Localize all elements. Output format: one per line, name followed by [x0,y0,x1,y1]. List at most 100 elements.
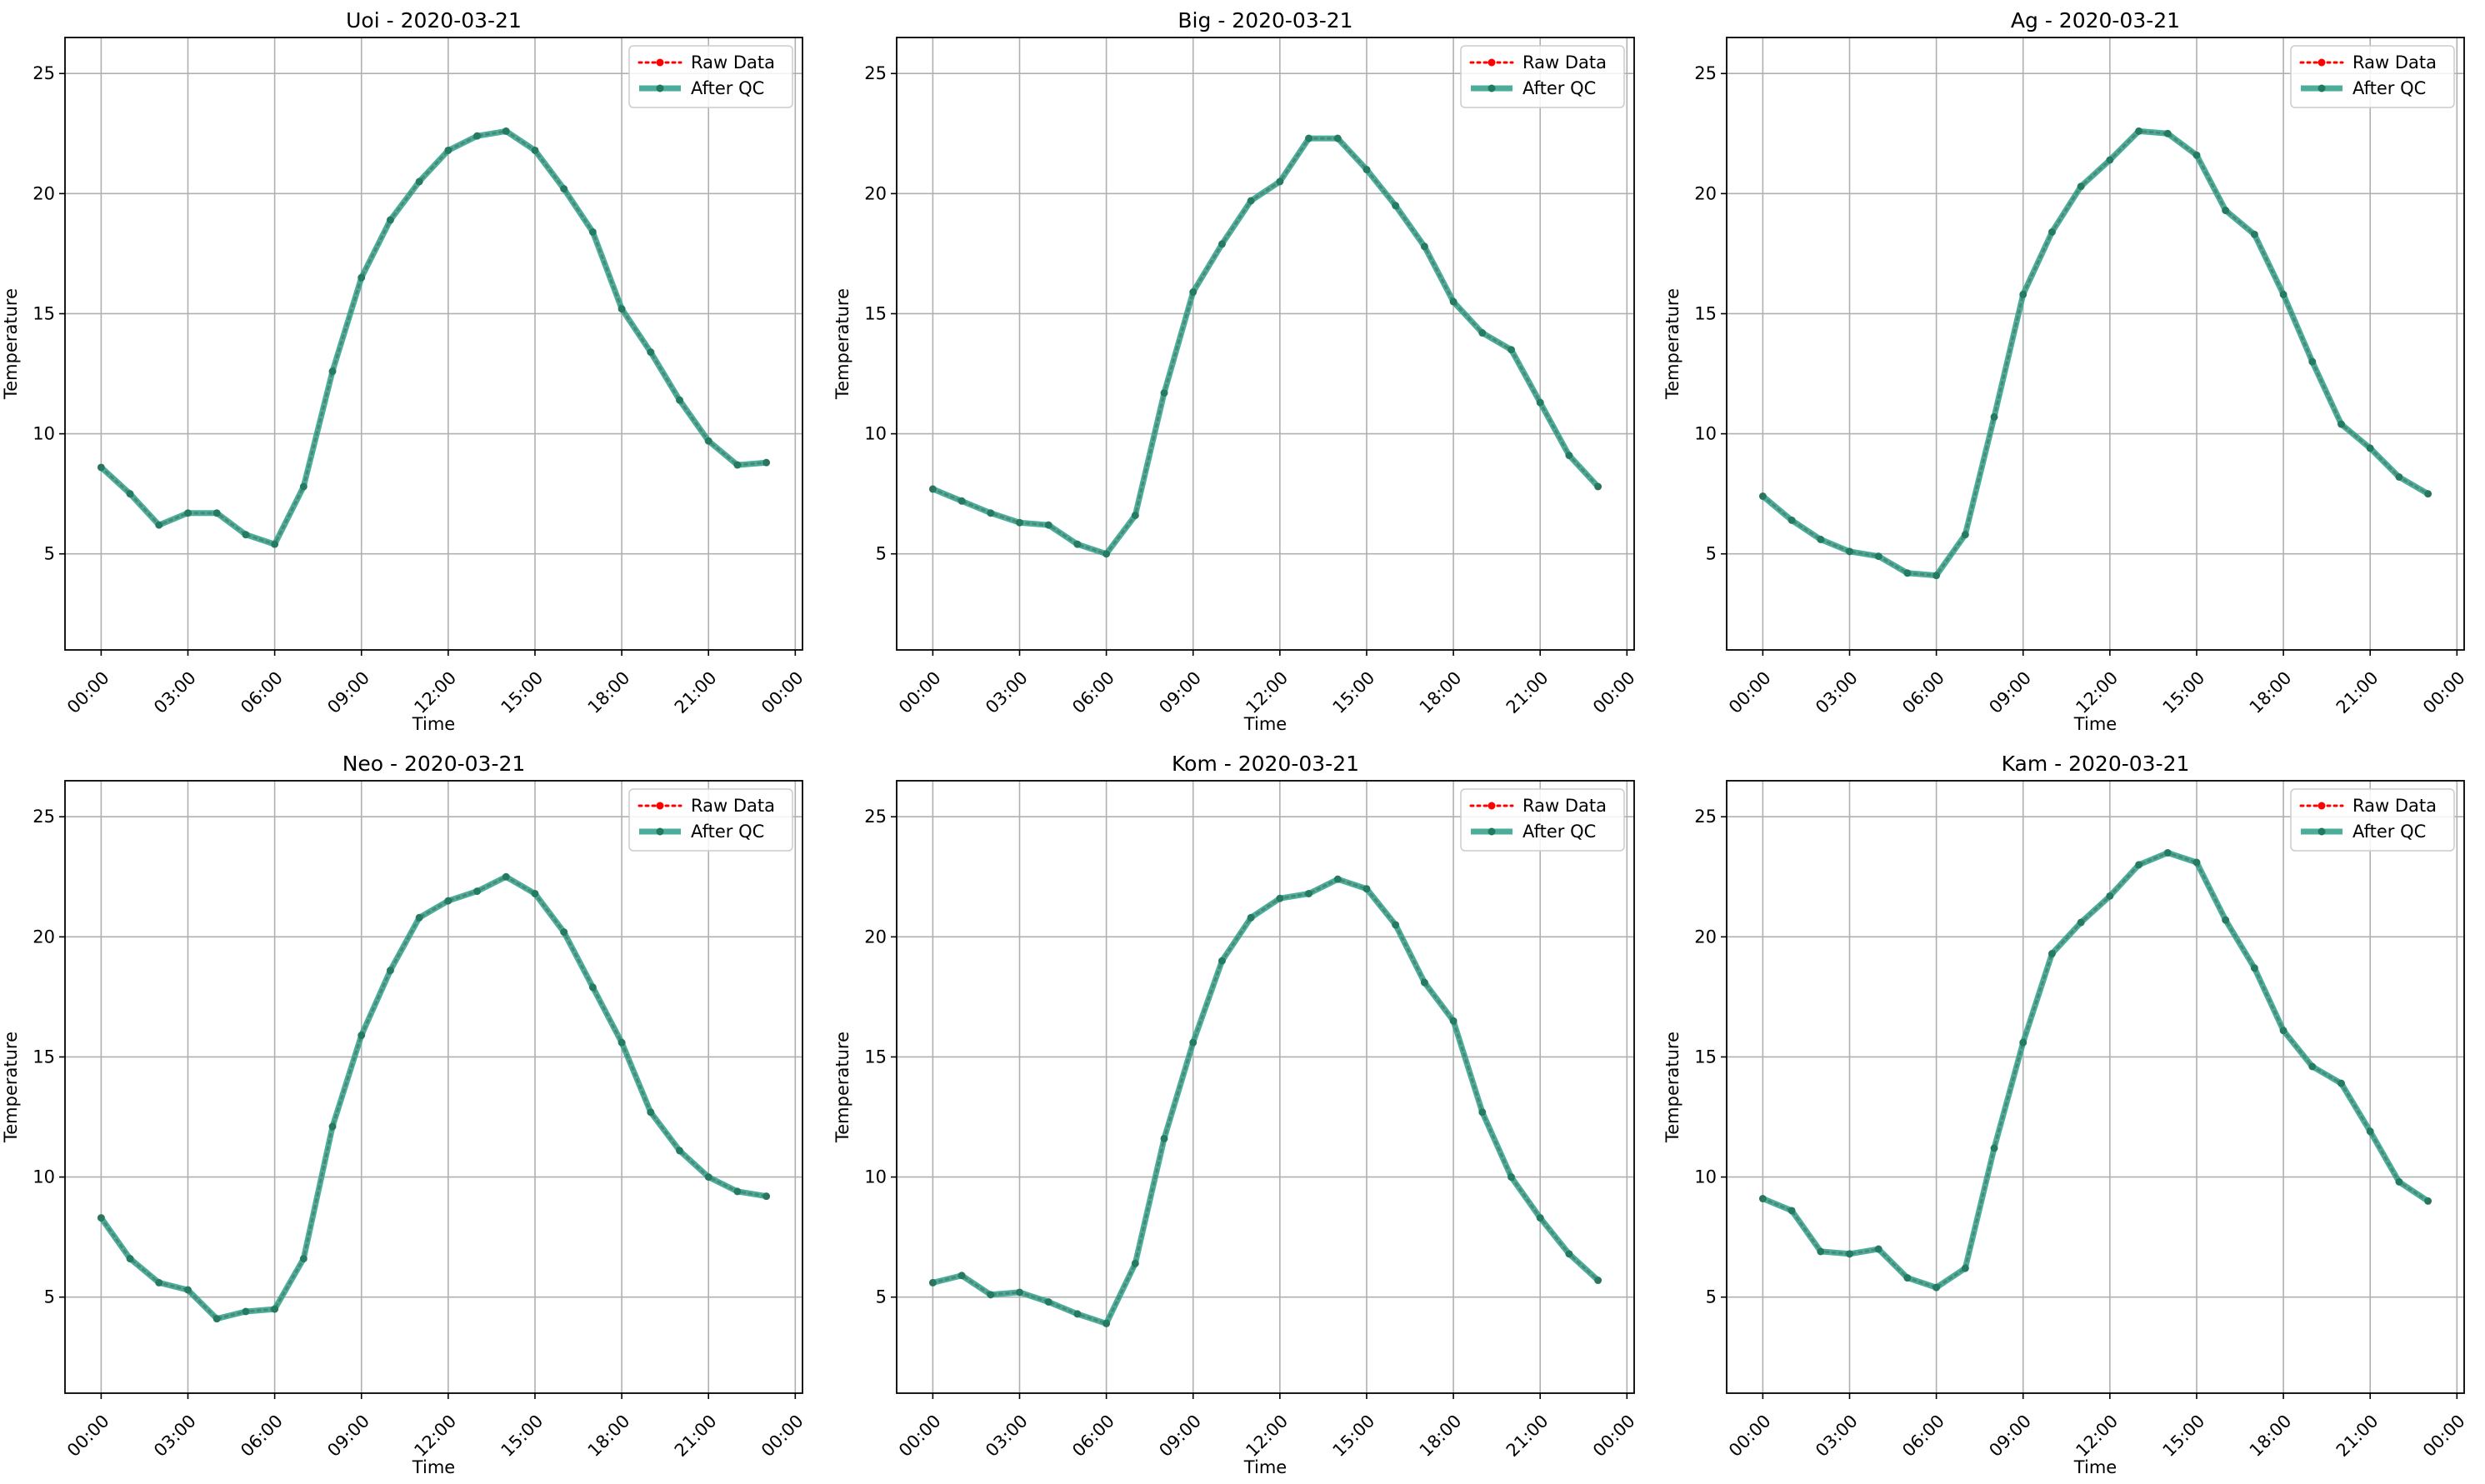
legend-label: After QC [691,78,764,98]
data-point [1102,1319,1111,1327]
series-line [99,127,767,547]
data-point [1073,540,1082,548]
data-point [1990,1144,1998,1152]
data-point [676,396,683,404]
y-axis-label: Temperature [1,288,21,400]
data-point [1478,1108,1487,1117]
y-tick-label: 5 [876,544,887,564]
y-tick-label: 10 [1694,424,1717,444]
data-point [958,497,966,505]
data-point [928,485,937,493]
data-point [271,540,279,548]
y-axis-label: Temperature [1662,1032,1682,1143]
chart-panel-3: 00:00 03:00 06:00 09:00 12:00 15:00 18:00 21:00… [1662,8,2469,734]
legend-label: After QC [1522,822,1596,842]
y-tick-label: 15 [864,1047,887,1067]
data-point [2019,1038,2028,1047]
data-point [1044,521,1052,529]
data-point [2250,964,2258,972]
legend-marker-after-qc [656,827,664,836]
data-point [1846,547,1853,556]
legend-label: After QC [2352,78,2426,98]
chart-title: Ag - 2020-03-21 [2011,8,2180,32]
data-point [1961,1264,1969,1272]
chart-panel-2: 00:00 03:00 06:00 09:00 12:00 15:00 18:00 21:00… [832,8,1639,734]
data-point [271,1305,279,1313]
data-point [1073,1310,1082,1318]
y-tick-label: 5 [1706,544,1717,564]
data-point [2395,1177,2403,1186]
data-point [1247,913,1255,922]
data-point [987,1291,995,1299]
plot-area [1727,781,2464,1393]
x-axis-label: Time [1243,714,1287,734]
data-point [473,887,482,896]
data-point [1449,1017,1458,1025]
data-point [1276,177,1284,186]
data-point [155,1278,163,1287]
data-point [2395,472,2403,481]
data-point [2250,230,2258,238]
data-point [386,216,394,224]
data-point [2366,1127,2374,1136]
data-point [762,458,771,467]
data-point [1758,1195,1767,1203]
data-point [2338,1079,2345,1087]
data-point [2077,918,2085,927]
y-tick-label: 25 [1694,807,1717,827]
data-point [618,1038,626,1047]
data-point [2106,156,2114,164]
plot-frame [896,780,1635,1394]
data-point [618,305,626,313]
chart-panel-6: 00:00 03:00 06:00 09:00 12:00 15:00 18:00 21:00… [1662,752,2469,1477]
legend-box [1460,788,1625,852]
series-line [1761,127,2430,579]
data-point [242,531,250,539]
series-line [932,135,1601,557]
data-point [588,227,597,236]
y-tick-label: 5 [1706,1287,1717,1307]
data-point [2192,858,2201,867]
series-after-qc [97,872,771,1323]
x-axis-label: Time [2073,714,2117,734]
y-axis-label: Temperature [1,1032,21,1143]
y-tick-label: 20 [1694,927,1717,947]
data-point [2048,950,2056,958]
data-point [1508,1173,1515,1182]
chart-title: Big - 2020-03-21 [1178,8,1352,32]
y-tick-label: 10 [864,1167,887,1187]
data-point [987,509,995,517]
data-point [1333,134,1342,142]
data-point [444,897,452,905]
data-point [1392,921,1400,929]
x-axis-label: Time [1243,1457,1287,1477]
data-point [358,1032,366,1040]
legend-box [1460,45,1625,108]
data-point [1932,1283,1941,1292]
data-point [928,1278,937,1287]
data-point [704,437,712,445]
data-point [1508,346,1515,354]
legend: Raw Data After QC [2290,788,2455,852]
data-point [1131,512,1139,520]
data-point [2366,444,2374,452]
data-point [1990,412,1998,421]
y-tick-label: 25 [32,63,55,83]
legend-box [628,788,793,852]
y-axis: 5 10 15 20 25 [32,63,802,564]
data-point [2192,151,2201,159]
y-tick-label: 15 [864,303,887,323]
data-point [733,1187,742,1196]
data-point [386,967,394,975]
legend-marker-raw-data [2318,58,2326,67]
legend: Raw Data After QC [1460,45,1625,108]
y-tick-label: 20 [32,927,55,947]
data-point [1536,1214,1544,1222]
y-tick-label: 15 [32,1047,55,1067]
data-point [1276,894,1284,902]
data-point [97,463,105,472]
data-point [2279,1027,2288,1035]
data-point [444,146,452,154]
y-tick-label: 15 [1694,303,1717,323]
legend-marker-after-qc [1488,84,1496,92]
